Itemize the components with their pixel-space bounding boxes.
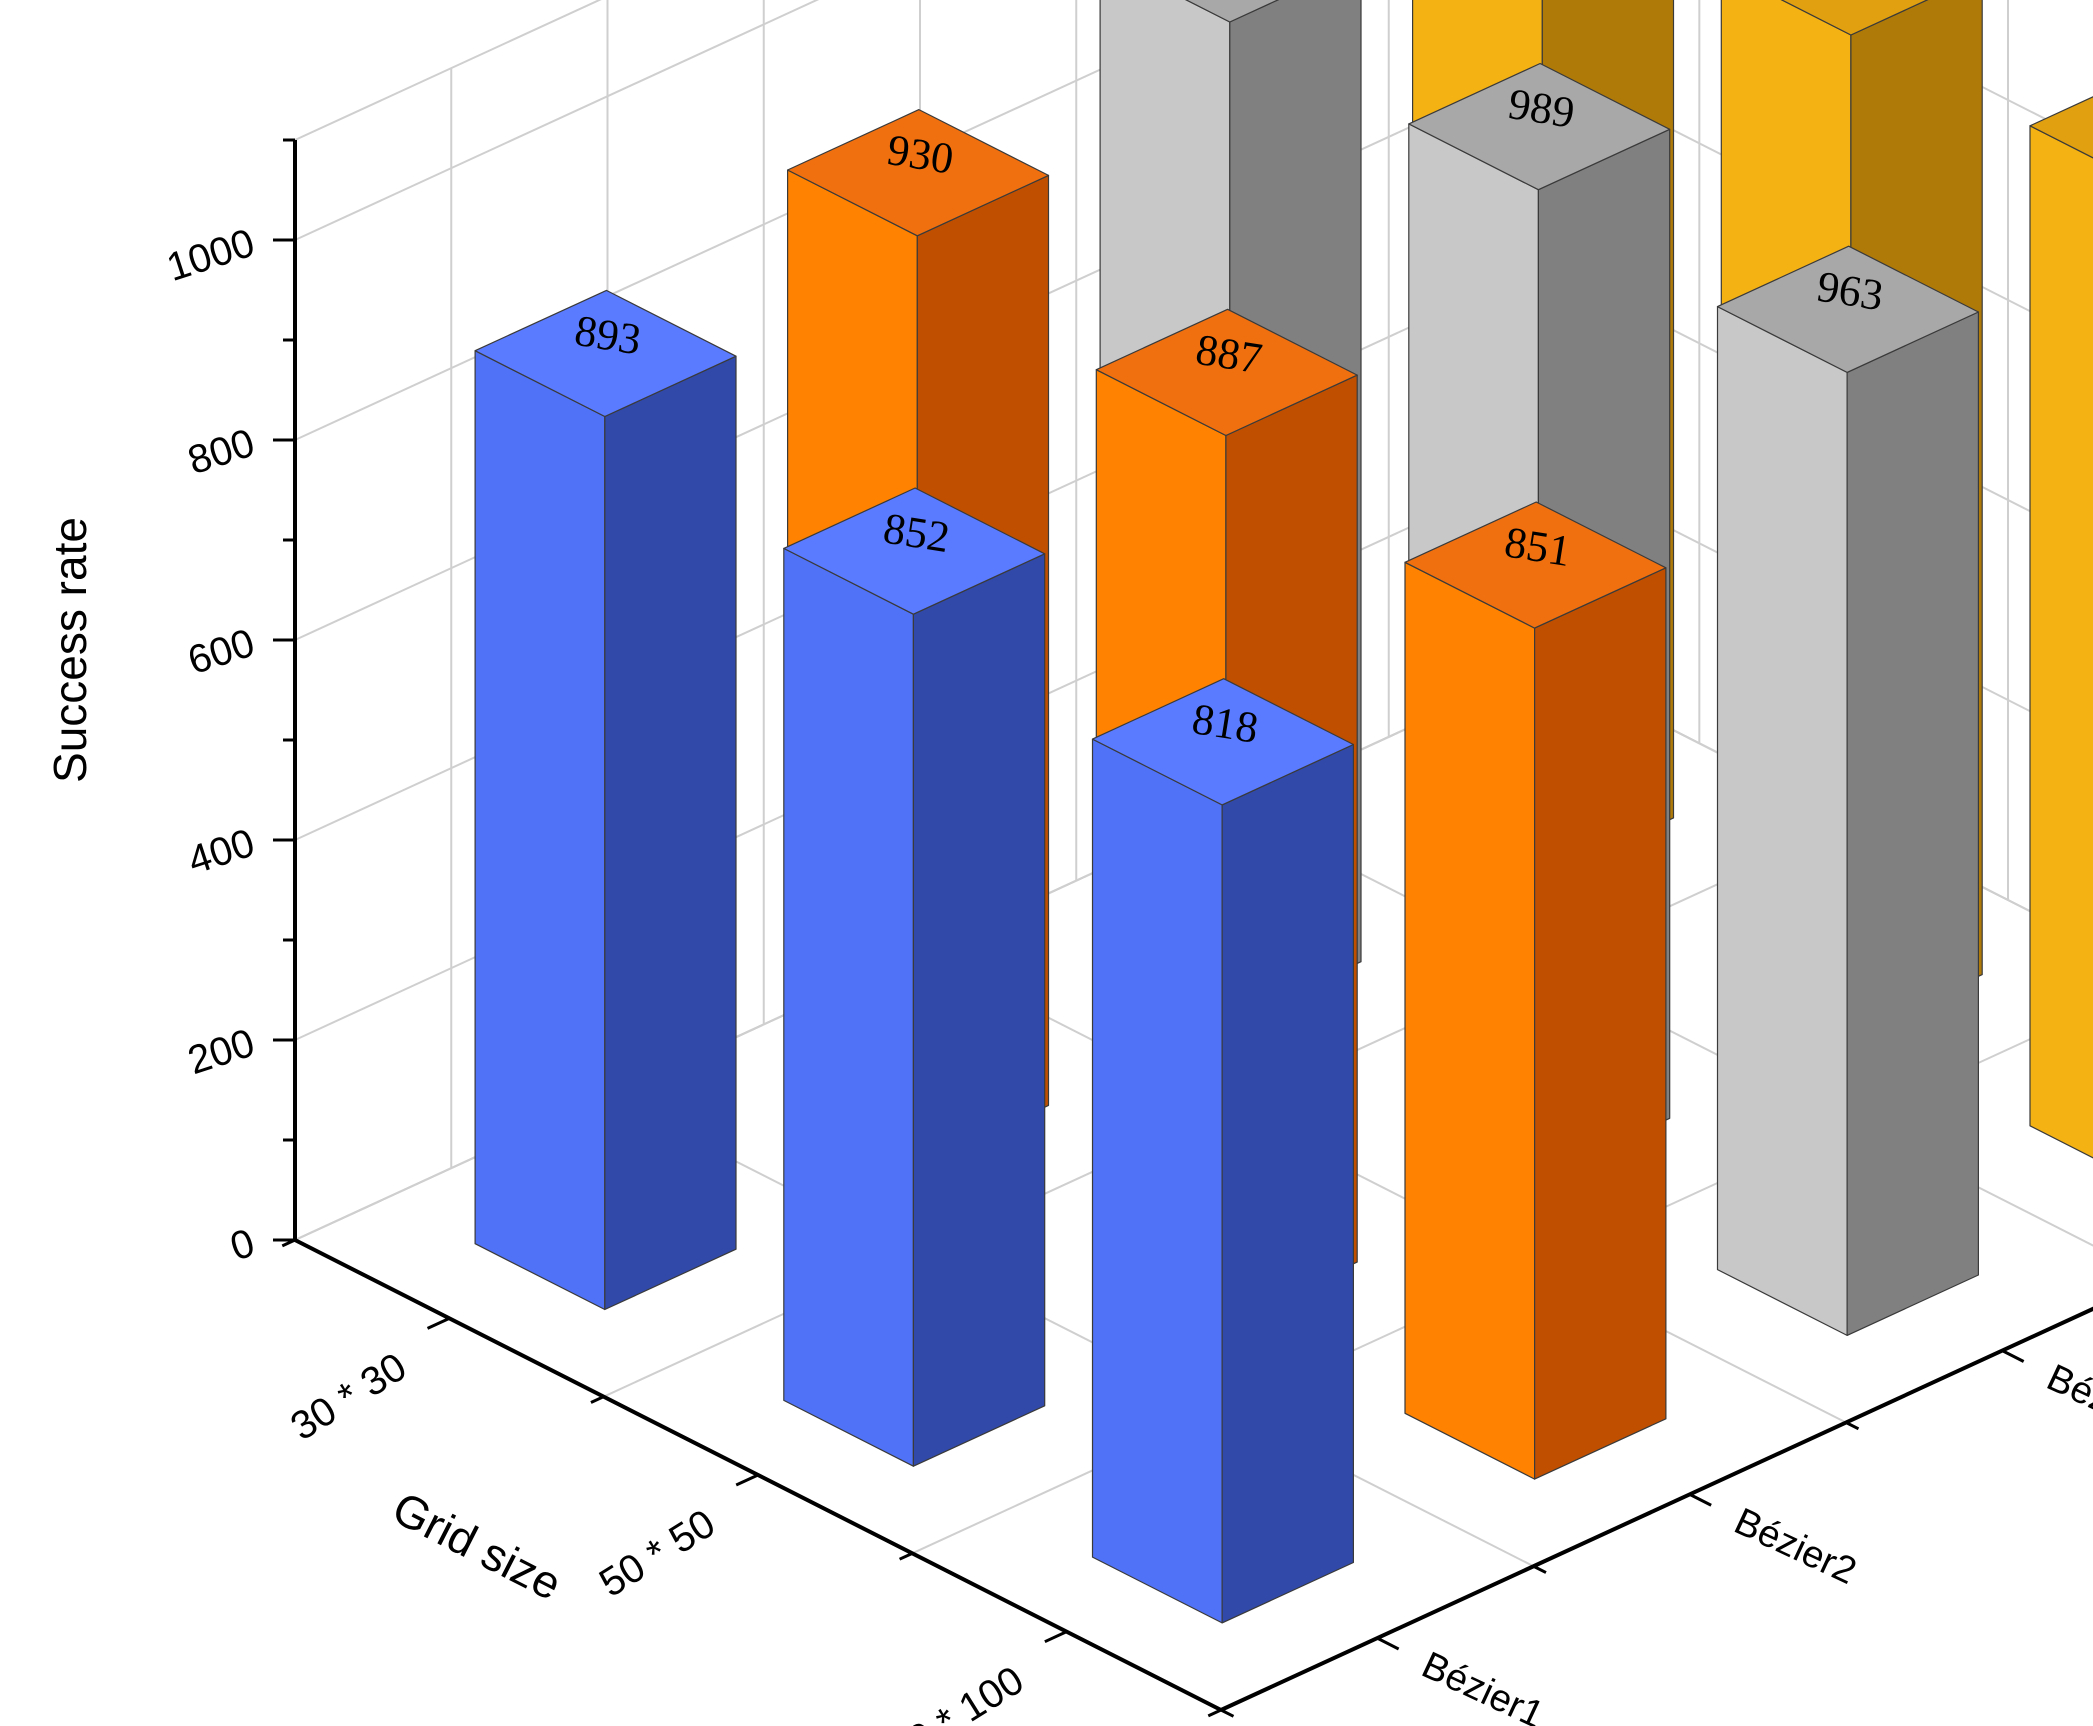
bar-side-face [604,355,737,1311]
bar-front-face [783,547,915,1467]
z-tick-label: 400 [183,821,260,883]
bar-side-face [1846,311,1980,1337]
y-tick-major [2001,1349,2025,1363]
bar: 851 [1404,501,1667,1480]
bar: 818 [1091,678,1355,1624]
bar: 852 [783,487,1046,1467]
bar-value-label: 989 [1505,79,1578,138]
bar-front-face [1404,561,1536,1480]
bar-top-face [1780,0,1929,36]
bar-top-face [2029,96,2093,159]
y-tick-major [1376,1636,1400,1651]
z-tick-label: 800 [183,421,260,483]
bar-front-face [1716,306,1848,1337]
bar-value-label: 930 [884,125,957,184]
z-tick-label: 1000 [162,221,260,290]
x-axis-title: Grid size [385,1481,570,1610]
bar: 963 [1716,245,1980,1337]
z-tick-label: 200 [183,1021,260,1083]
bar-top-face [1404,501,1667,629]
bar-value-label: 887 [1193,325,1266,384]
bar-top-face [1408,62,1671,191]
grid-line-floor [1232,807,2093,1247]
x-tick-major [426,1316,450,1330]
x-tick-minor [281,1238,296,1248]
grid-line-floor [919,951,1847,1424]
bar-top-face [783,487,1046,615]
bar-front-face [1091,738,1223,1624]
bar-side-face [912,553,1046,1467]
bar-top-face [1095,308,1358,437]
y-tick-label: Bézier3 [2040,1357,2093,1450]
y-tick-minor [1845,1421,1860,1431]
bar: 893 [474,289,737,1311]
grid-line-z [294,0,820,241]
bar-top-face [1091,678,1355,806]
y-tick-label: Bézier1 [1415,1644,1550,1726]
y-tick-minor [1532,1564,1547,1574]
x-tick-label: 30 * 30 [283,1345,414,1449]
bar-value-label: 851 [1501,517,1574,576]
bar-value-label: 852 [880,503,953,562]
bar-top-face [1716,245,1980,373]
bar-top-face [1185,0,1280,23]
bar-value-label: 893 [571,306,644,365]
z-tick-label: 0 [225,1221,260,1270]
bar-value-label: 963 [1814,262,1887,321]
x-tick-major [1044,1630,1068,1644]
bar: 1000 [2029,96,2093,1159]
y-tick-minor [1220,1708,1235,1718]
y-tick-label: Bézier2 [1728,1500,1863,1593]
axes [273,138,2093,1718]
bar-top-face [474,289,737,418]
x-tick-label: 100 * 100 [863,1658,1032,1726]
z-axis-title: Success rate [44,517,96,783]
bar-front-face [2029,125,2093,1159]
x-tick-minor [590,1395,605,1404]
bar-side-face [1221,743,1355,1624]
bar-side-face [1533,567,1667,1480]
x-tick-major [735,1473,759,1487]
x-tick-minor [1207,1708,1222,1718]
bars: 1000100010001000989930963887893851852818 [474,0,2093,1624]
bar-top-face [786,108,1050,237]
grid-line-floor [607,1095,1534,1568]
x-tick-label: 50 * 50 [592,1501,723,1605]
bar-value-label: 818 [1189,694,1262,753]
y-tick-major [1689,1493,1712,1507]
bar-front-face [474,350,606,1311]
x-tick-minor [898,1551,913,1561]
z-tick-label: 600 [183,621,260,683]
